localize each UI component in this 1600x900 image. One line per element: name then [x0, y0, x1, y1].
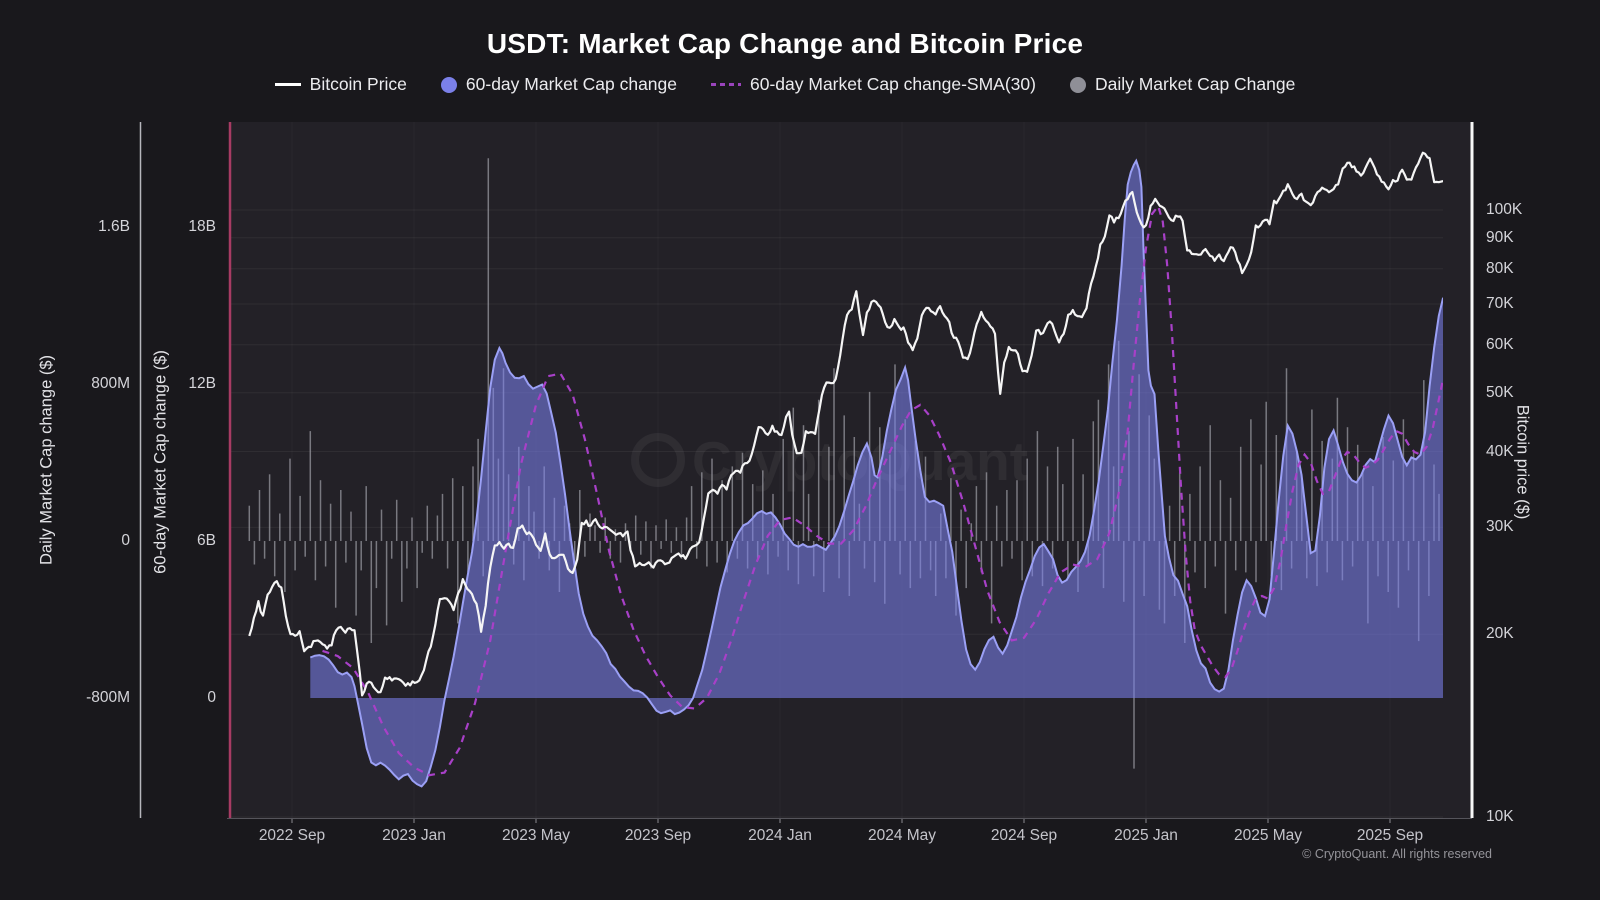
legend-label: Bitcoin Price [309, 74, 407, 94]
x-axis-tick-label: 2025 May [1233, 827, 1303, 844]
btc-axis-tick-label: 70K [1486, 295, 1514, 313]
watermark: CryptoQuant [631, 430, 1028, 492]
chart-title: USDT: Market Cap Change and Bitcoin Pric… [486, 28, 1084, 59]
btc-price-series [248, 151, 1443, 697]
legend-item-60d-sma30: 60-day Market Cap change-SMA(30) [711, 74, 1036, 95]
btc-axis-tick-label: 20K [1486, 625, 1514, 643]
btc-axis-tick-label: 100K [1486, 201, 1523, 218]
dashed-line-swatch-icon [711, 83, 741, 86]
sixty-axis-tick-label: 12B [188, 375, 216, 392]
x-axis-tick-label: 2024 Jan [748, 827, 812, 844]
x-axis-tick-label: 2022 Sep [258, 827, 326, 844]
daily-axis-tick-label: 1.6B [98, 218, 130, 235]
x-axis-tick-label: 2024 May [867, 827, 937, 844]
btc-axis-tick-label: 50K [1486, 383, 1514, 401]
x-axis-tick-label: 2024 Sep [990, 827, 1058, 844]
legend-label: 60-day Market Cap change [465, 74, 677, 94]
copyright-notice: © CryptoQuant. All rights reserved [1302, 847, 1492, 861]
btc-axis-tick-label: 60K [1486, 335, 1514, 353]
legend-label: 60-day Market Cap change-SMA(30) [750, 74, 1036, 94]
line-swatch-icon [274, 83, 301, 86]
sma-line-series [322, 203, 1443, 777]
btc-axis-tick-label: 30K [1486, 518, 1514, 536]
legend-item-60d-market-cap-change: 60-day Market Cap change [440, 74, 677, 95]
x-axis-tick-label: 2023 Jan [382, 827, 446, 844]
legend: Bitcoin Price 60-day Market Cap change 6… [0, 74, 1570, 95]
sixty-day-area-stroke [309, 158, 1443, 788]
btc-axis-title: Bitcoin price ($) [1513, 404, 1532, 520]
legend-item-bitcoin-price: Bitcoin Price [274, 74, 407, 95]
x-axis-tick-label: 2025 Jan [1114, 827, 1178, 844]
sixty-axis-tick-label: 18B [188, 218, 216, 235]
daily-axis-tick-label: -800M [86, 689, 130, 706]
btc-axis-tick-label: 80K [1486, 259, 1514, 277]
btc-axis-tick-label: 90K [1486, 228, 1514, 246]
legend-item-daily-market-cap-change: Daily Market Cap Change [1069, 74, 1296, 95]
dot-swatch-icon [1069, 76, 1086, 93]
sixty-axis-tick-label: 6B [197, 532, 216, 549]
sixty-day-area-series [310, 160, 1443, 787]
x-axis-tick-label: 2023 May [501, 827, 571, 844]
x-axis-tick-label: 2025 Sep [1356, 827, 1424, 844]
btc-axis-tick-label: 10K [1486, 808, 1514, 825]
dot-swatch-icon [440, 76, 457, 93]
sixty-axis-tick-label: 0 [207, 689, 216, 706]
daily-axis-title: Daily Market Cap change ($) [37, 354, 56, 566]
legend-label: Daily Market Cap Change [1094, 74, 1296, 94]
daily-axis-tick-label: 0 [121, 532, 130, 549]
daily-axis-tick-label: 800M [91, 375, 130, 392]
btc-axis-tick-label: 40K [1486, 442, 1514, 460]
x-axis-tick-label: 2023 Sep [624, 827, 692, 844]
